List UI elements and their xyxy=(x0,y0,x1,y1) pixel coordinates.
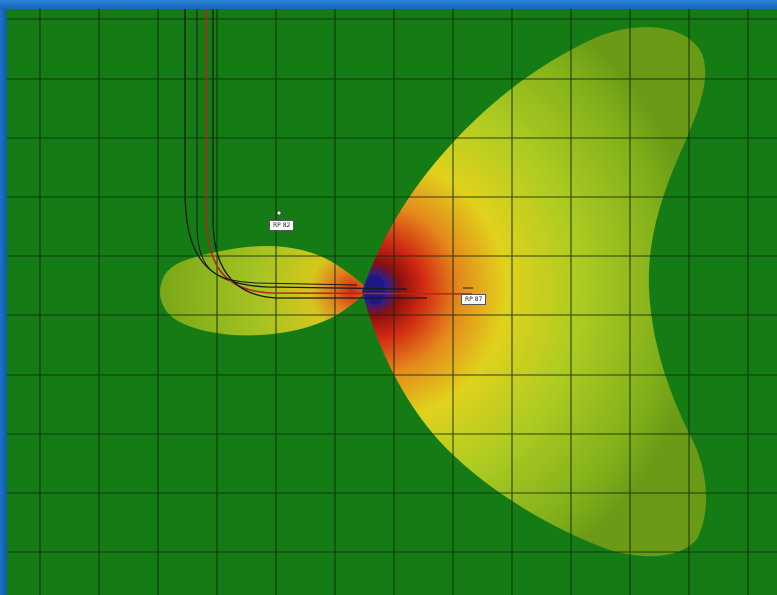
window-left-border xyxy=(0,9,7,595)
well-label-rp82[interactable]: RP 82 xyxy=(269,220,295,231)
map-grid xyxy=(7,9,777,595)
well-trajectory-black-2 xyxy=(212,9,427,299)
well-rp82-marker[interactable] xyxy=(276,210,282,216)
plume-main-body xyxy=(362,27,707,557)
well-trajectory-red xyxy=(205,9,473,295)
well-trajectory-black-1 xyxy=(184,9,408,290)
well-trajectory-black-3 xyxy=(196,9,358,286)
window-title-bar xyxy=(0,0,777,9)
map-canvas[interactable] xyxy=(7,9,777,595)
well-label-rp87[interactable]: RP 87 xyxy=(461,294,487,305)
well-trajectories xyxy=(184,9,473,299)
injection-core xyxy=(365,275,385,305)
map-viewport[interactable]: RP 82 RP 87 xyxy=(7,9,777,595)
plume-tail-lobe xyxy=(160,246,367,336)
